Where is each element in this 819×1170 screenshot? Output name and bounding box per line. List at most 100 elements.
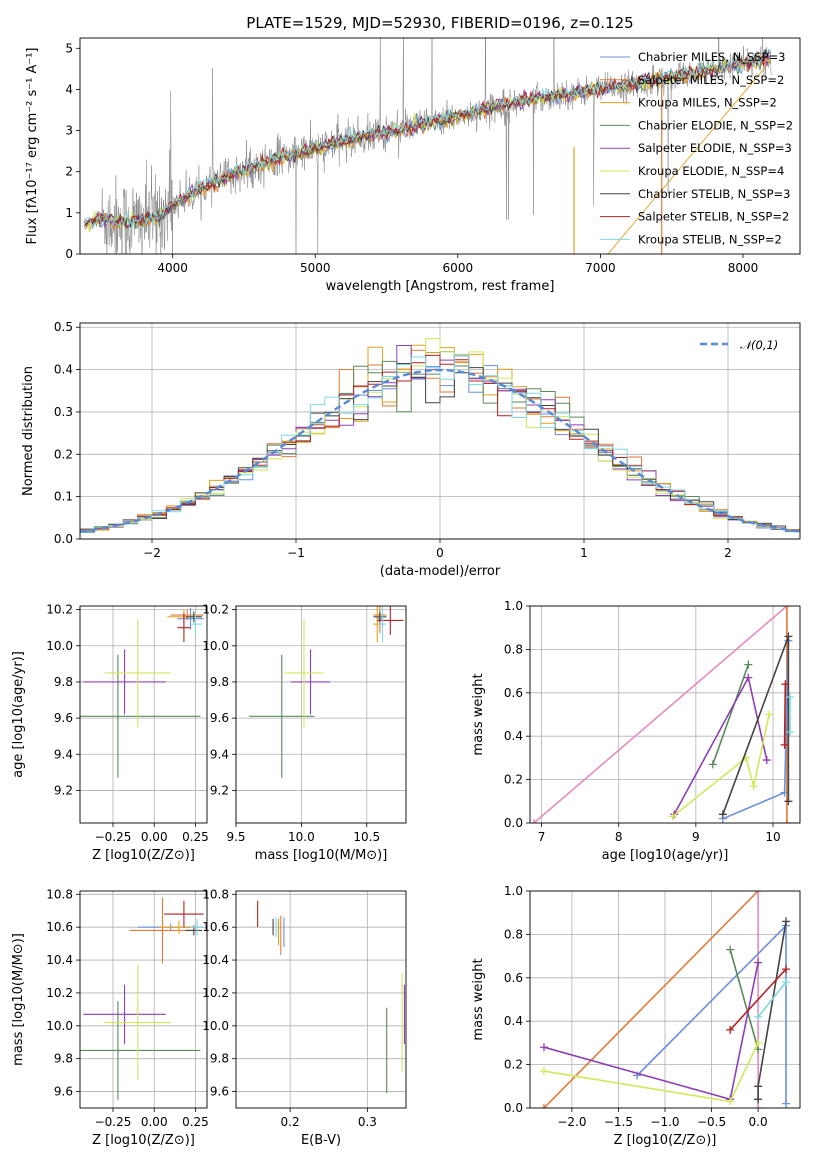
weight-marker [784,632,793,641]
weight-marker [782,965,791,974]
x-tick-label: 4000 [157,261,188,275]
y-tick-label: 0.8 [504,927,523,941]
weight-line-8 [783,684,787,745]
x-tick-label: 0.3 [358,1115,377,1129]
axes-frame [235,605,407,824]
y-tick-label: 2 [65,165,73,179]
y-tick-label: 9.6 [54,711,73,725]
x-tick-label: 10 [765,830,780,844]
y-tick-label: 10.0 [46,639,73,653]
legend-label-5: Salpeter ELODIE, N_SSP=3 [638,141,792,155]
weight-marker [765,710,774,719]
weight-marker [782,606,791,610]
weight-marker [744,673,753,682]
y-tick-label: 0.0 [54,532,73,546]
weight-marker [708,760,717,769]
weight-marker [782,978,791,987]
weight-marker [784,797,793,806]
axes-frame [79,605,208,824]
axes-frame [79,890,208,1109]
y-tick-label: 10.4 [202,953,229,967]
y-tick-label: 9.6 [210,711,229,725]
y-tick-label: 9.2 [210,783,229,797]
y-tick-label: 9.8 [54,675,73,689]
legend-label-7: Chabrier STELIB, N_SSP=3 [638,187,790,201]
x-tick-label: −0.5 [697,1115,726,1129]
y-tick-label: 0.8 [504,642,523,656]
y-tick-label: 9.8 [210,1052,229,1066]
y-tick-label: 10.2 [202,603,229,617]
x-tick-label: 0 [436,546,444,560]
x-tick-label: 10.0 [288,830,315,844]
x-tick-label: −1.5 [604,1115,633,1129]
weight-line-8 [729,968,787,1031]
y-tick-label: 0.5 [54,320,73,334]
legend-label-2: Salpeter MILES, N_SSP=2 [638,73,784,87]
weight-line-4 [729,949,759,1050]
axes-frame [235,890,407,1109]
model-line-9 [83,48,771,230]
x-tick-label: −1 [287,546,305,560]
y-tick-label: 0.0 [504,1101,523,1115]
y-tick-label: 1 [65,206,73,220]
y-tick-label: 10.2 [46,986,73,1000]
y-tick-label: 9.8 [54,1052,73,1066]
x-tick-label: 1 [580,546,588,560]
figure-title: PLATE=1529, MJD=52930, FIBERID=0196, z=0… [246,14,633,32]
x-tick-label: −0.25 [95,1115,132,1129]
x-tick-label: 0.25 [182,1115,209,1129]
weight-marker [726,1025,735,1034]
weight-marker [781,680,790,689]
axes-frame [79,37,801,255]
y-tick-label: 0.3 [54,405,73,419]
weight-marker [762,756,771,765]
weight-marker [530,819,538,823]
x-axis-label: wavelength [Angstrom, rest frame] [326,279,555,294]
y-tick-label: 0.4 [504,729,523,743]
weight-marker [782,819,791,823]
y-tick-label: 10.6 [202,920,229,934]
legend-label-1: Chabrier MILES, N_SSP=3 [638,50,785,64]
y-tick-label: 10.0 [46,1019,73,1033]
weight-line-9 [757,981,787,1018]
legend-label-6: Kroupa ELODIE, N_SSP=4 [638,164,784,178]
histogram-line-8 [80,354,800,531]
weight-marker [782,917,791,926]
x-tick-label: 9 [692,830,700,844]
weight-marker [744,660,753,669]
panel-mass-vs-Z: −0.25 0.00 0.25 9.6 9.8 10.0 10.2 10.4 10.6 10.8 Z… [11,887,209,1148]
x-tick-label: 8000 [728,261,759,275]
y-tick-label: 0 [65,247,73,261]
x-axis-label: (data-model)/error [380,564,501,579]
legend-label-4: Chabrier ELODIE, N_SSP=2 [638,118,793,132]
weight-marker [726,1097,735,1106]
y-tick-label: 1.0 [504,884,523,898]
y-tick-label: 4 [65,82,73,96]
weight-marker [539,1067,548,1076]
panel-residuals: −2 −1 0 1 2 0.0 0.1 0.2 0.3 0.4 0.5 (data-model)/er… [21,320,801,579]
y-tick-label: 3 [65,124,73,138]
weight-marker [754,1012,763,1021]
weight-line-1 [533,606,788,823]
panel-age-vs-mass: 9.5 10.0 10.5 9.2 9.4 9.6 9.8 10.0 10.2 mass [log… [202,603,407,863]
weight-marker [539,1104,548,1108]
y-tick-label: 0.1 [54,490,73,504]
weight-line-6 [672,714,770,818]
x-axis-label: age [log10(age/yr)] [602,848,729,863]
weight-line-4 [712,664,750,765]
weight-marker [754,1082,763,1091]
panel-massweight-vs-Z: −2.0 −1.5 −1.0 −0.5 0.0 0.0 0.2 0.4 0.6 0.8 1.0 Z [… [471,884,801,1148]
weight-marker [539,1043,548,1052]
y-tick-label: 10.4 [46,953,73,967]
x-tick-label: 0.00 [141,1115,168,1129]
axes-frame [529,890,801,1109]
x-axis-label: mass [log10(M/M⊙)] [255,848,388,863]
y-tick-label: 5 [65,41,73,55]
panel-age-vs-Z: −0.25 0.00 0.25 9.2 9.4 9.6 9.8 10.0 10.2 Z [log1… [11,603,209,863]
x-tick-label: 10.5 [353,830,380,844]
x-axis-label: Z [log10(Z/Z⊙)] [92,848,195,863]
x-axis-label: Z [log10(Z/Z⊙)] [614,1133,717,1148]
panel-spectrum: 4000 5000 6000 7000 8000 0 1 2 3 4 5 wavelength [An… [25,37,801,294]
legend-label-8: Salpeter STELIB, N_SSP=2 [638,210,789,224]
y-tick-label: 9.4 [210,747,229,761]
